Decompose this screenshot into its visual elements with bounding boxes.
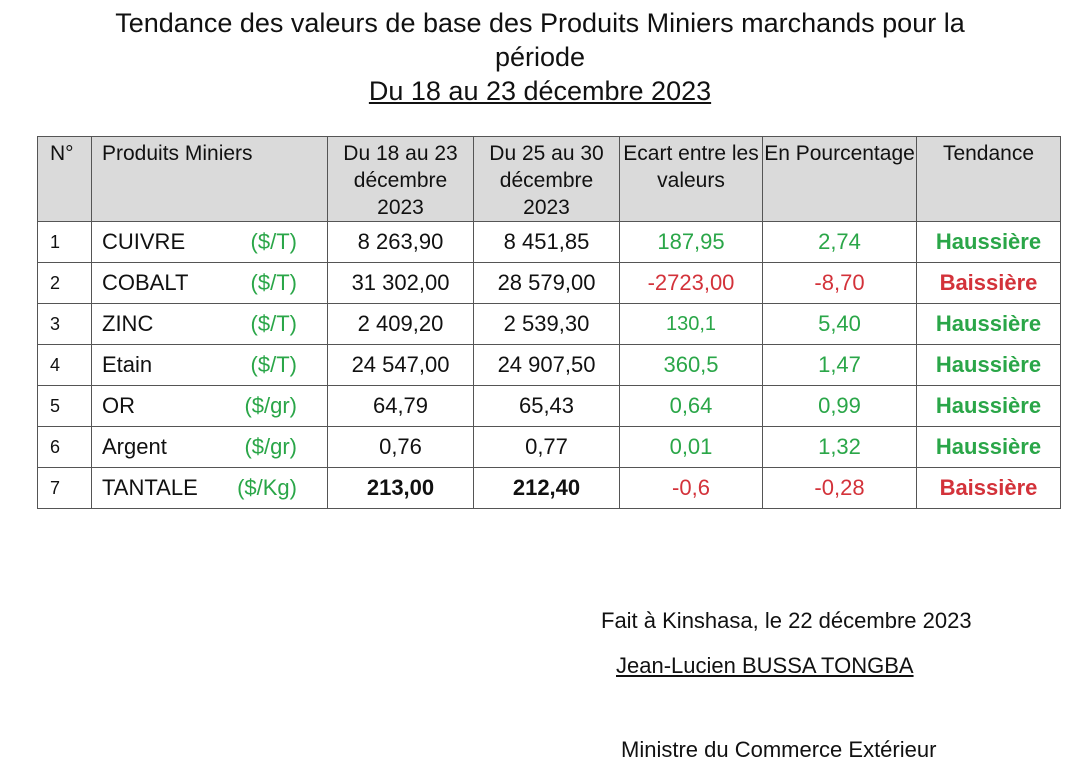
product-cell: OR ($/gr)	[91, 385, 328, 427]
header-period-2: Du 25 au 30 décembre 2023	[473, 136, 620, 222]
value-period-1: 213,00	[327, 467, 474, 509]
product-unit: ($/gr)	[244, 393, 297, 418]
value-period-2: 24 907,50	[473, 344, 620, 386]
header-no: N°	[37, 136, 92, 222]
table-row: 6 Argent ($/gr) 0,76 0,77 0,01 1,32 Haussière	[37, 426, 1061, 468]
product-unit: ($/T)	[250, 270, 297, 295]
value-period-1: 0,76	[327, 426, 474, 468]
product-unit: ($/gr)	[244, 434, 297, 459]
value-period-2: 28 579,00	[473, 262, 620, 304]
value-period-2: 0,77	[473, 426, 620, 468]
product-cell: ZINC ($/T)	[91, 303, 328, 345]
product-name: Etain	[102, 352, 153, 377]
row-number: 3	[37, 303, 92, 345]
trend-value: Haussière	[916, 344, 1061, 386]
value-period-2: 65,43	[473, 385, 620, 427]
title-period: Du 18 au 23 décembre 2023	[368, 76, 712, 106]
product-unit: ($/Kg)	[237, 475, 297, 500]
value-period-1: 31 302,00	[327, 262, 474, 304]
header-trend: Tendance	[916, 136, 1061, 222]
value-period-1: 2 409,20	[327, 303, 474, 345]
header-percentage: En Pourcentage	[762, 136, 917, 222]
trend-value: Haussière	[916, 385, 1061, 427]
trend-value: Baissière	[916, 262, 1061, 304]
ecart-value: 0,01	[619, 426, 763, 468]
title-line-2: période	[494, 42, 586, 72]
product-name: COBALT	[102, 270, 189, 295]
header-period-1: Du 18 au 23 décembre 2023	[327, 136, 474, 222]
header-ecart: Ecart entre les valeurs	[619, 136, 763, 222]
product-unit: ($/T)	[250, 311, 297, 336]
value-period-1: 24 547,00	[327, 344, 474, 386]
signatory-name: Jean-Lucien BUSSA TONGBA	[616, 653, 914, 678]
trend-value: Haussière	[916, 221, 1061, 263]
ecart-value: 130,1	[619, 303, 763, 345]
product-cell: COBALT ($/T)	[91, 262, 328, 304]
product-name: Argent	[102, 434, 167, 459]
ecart-value: -2723,00	[619, 262, 763, 304]
value-period-2: 8 451,85	[473, 221, 620, 263]
table-row: 1 CUIVRE ($/T) 8 263,90 8 451,85 187,95 2,74 Ha…	[37, 221, 1061, 263]
product-name: ZINC	[102, 311, 154, 336]
trend-value: Baissière	[916, 467, 1061, 509]
trend-value: Haussière	[916, 426, 1061, 468]
product-name: TANTALE	[102, 475, 198, 500]
percentage-value: -0,28	[762, 467, 917, 509]
product-cell: CUIVRE ($/T)	[91, 221, 328, 263]
document-title: Tendance des valeurs de base des Produit…	[40, 6, 1040, 108]
percentage-value: 1,47	[762, 344, 917, 386]
row-number: 2	[37, 262, 92, 304]
table-row: 5 OR ($/gr) 64,79 65,43 0,64 0,99 Haussière	[37, 385, 1061, 427]
percentage-value: 1,32	[762, 426, 917, 468]
value-period-2: 212,40	[473, 467, 620, 509]
product-name: OR	[102, 393, 135, 418]
row-number: 7	[37, 467, 92, 509]
percentage-value: 5,40	[762, 303, 917, 345]
percentage-value: -8,70	[762, 262, 917, 304]
signatory-role: Ministre du Commerce Extérieur	[621, 737, 937, 762]
row-number: 1	[37, 221, 92, 263]
ecart-value: -0,6	[619, 467, 763, 509]
percentage-value: 0,99	[762, 385, 917, 427]
value-period-2: 2 539,30	[473, 303, 620, 345]
table-header-row: N° Produits Miniers Du 18 au 23 décembre…	[37, 136, 1061, 222]
product-unit: ($/T)	[250, 352, 297, 377]
header-product: Produits Miniers	[91, 136, 328, 222]
trend-value: Haussière	[916, 303, 1061, 345]
ecart-value: 360,5	[619, 344, 763, 386]
product-unit: ($/T)	[250, 229, 297, 254]
product-cell: TANTALE ($/Kg)	[91, 467, 328, 509]
table-row: 4 Etain ($/T) 24 547,00 24 907,50 360,5 1,47 Ha…	[37, 344, 1061, 386]
mining-products-table: N° Produits Miniers Du 18 au 23 décembre…	[37, 136, 1061, 509]
table-row: 7 TANTALE ($/Kg) 213,00 212,40 -0,6 -0,28 Baiss…	[37, 467, 1061, 509]
product-name: CUIVRE	[102, 229, 186, 254]
value-period-1: 8 263,90	[327, 221, 474, 263]
row-number: 5	[37, 385, 92, 427]
place-date: Fait à Kinshasa, le 22 décembre 2023	[601, 608, 972, 633]
value-period-1: 64,79	[327, 385, 474, 427]
table-row: 3 ZINC ($/T) 2 409,20 2 539,30 130,1 5,40 Hauss…	[37, 303, 1061, 345]
ecart-value: 0,64	[619, 385, 763, 427]
product-cell: Argent ($/gr)	[91, 426, 328, 468]
ecart-value: 187,95	[619, 221, 763, 263]
table-row: 2 COBALT ($/T) 31 302,00 28 579,00 -2723,00 -8…	[37, 262, 1061, 304]
row-number: 4	[37, 344, 92, 386]
product-cell: Etain ($/T)	[91, 344, 328, 386]
row-number: 6	[37, 426, 92, 468]
percentage-value: 2,74	[762, 221, 917, 263]
title-line-1: Tendance des valeurs de base des Produit…	[115, 8, 965, 38]
